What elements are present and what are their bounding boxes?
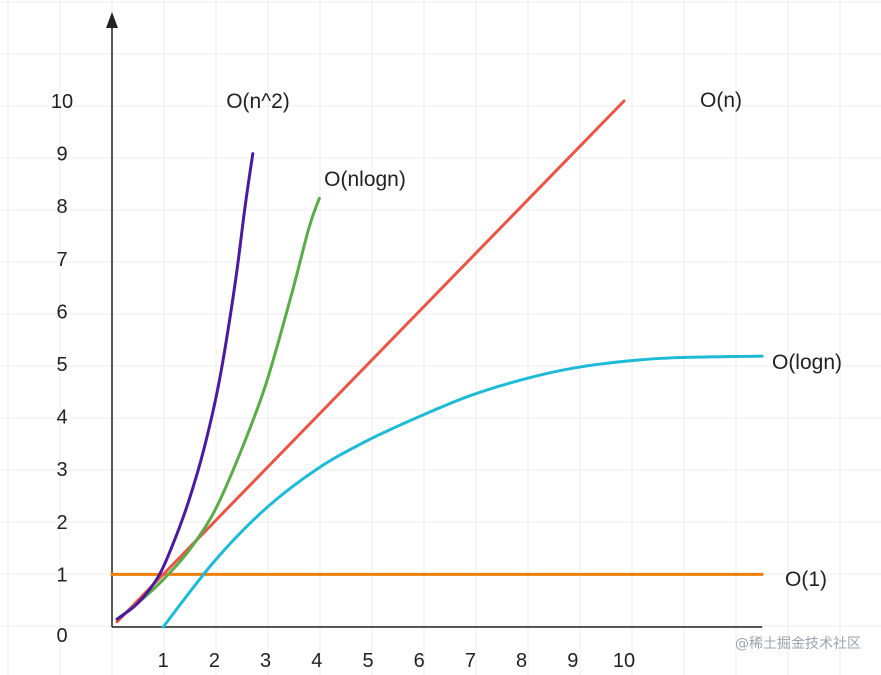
- y-tick-label: 9: [56, 144, 67, 166]
- y-tick-label: 5: [56, 354, 67, 376]
- x-tick-label: 5: [362, 650, 373, 672]
- series-line-onlogn: [115, 196, 321, 621]
- series-label: O(n^2): [226, 90, 290, 113]
- series-label: O(logn): [772, 351, 842, 374]
- x-tick-label: 6: [414, 650, 425, 672]
- series-label: O(n): [700, 89, 742, 112]
- y-tick-label: 0: [56, 625, 67, 647]
- x-tick-label: 8: [516, 650, 527, 672]
- y-tick-label: 3: [56, 459, 67, 481]
- x-tick-label: 4: [311, 650, 322, 672]
- x-tick-label: 3: [260, 650, 271, 672]
- series-label: O(1): [785, 568, 827, 591]
- y-tick-label: 8: [56, 196, 67, 218]
- x-tick-label: 1: [158, 650, 169, 672]
- y-tick-label: 1: [56, 564, 67, 586]
- x-tick-label: 7: [465, 650, 476, 672]
- y-tick-label: 2: [56, 512, 67, 534]
- series-line-ologn: [161, 354, 764, 629]
- watermark: @稀土掘金技术社区: [735, 636, 861, 652]
- x-tick-label: 2: [209, 650, 220, 672]
- series-line-on2: [115, 152, 255, 621]
- y-axis-arrow: [106, 12, 118, 28]
- x-tick-label: 10: [613, 650, 635, 672]
- series-labels: O(n^2) O(nlogn) O(n) O(logn) O(1): [226, 89, 842, 591]
- x-tick-labels: 1 2 3 4 5 6 7 8 9 10: [158, 650, 635, 672]
- y-tick-label: 4: [56, 407, 67, 429]
- y-tick-label: 7: [56, 249, 67, 271]
- y-tick-labels: 0 1 2 3 4 5 6 7 8 9 10: [51, 91, 73, 647]
- x-tick-label: 9: [567, 650, 578, 672]
- axes: [106, 12, 763, 628]
- y-tick-label: 6: [56, 301, 67, 323]
- series-lines: [110, 99, 764, 629]
- y-tick-label: 10: [51, 91, 73, 113]
- series-label: O(nlogn): [324, 168, 406, 191]
